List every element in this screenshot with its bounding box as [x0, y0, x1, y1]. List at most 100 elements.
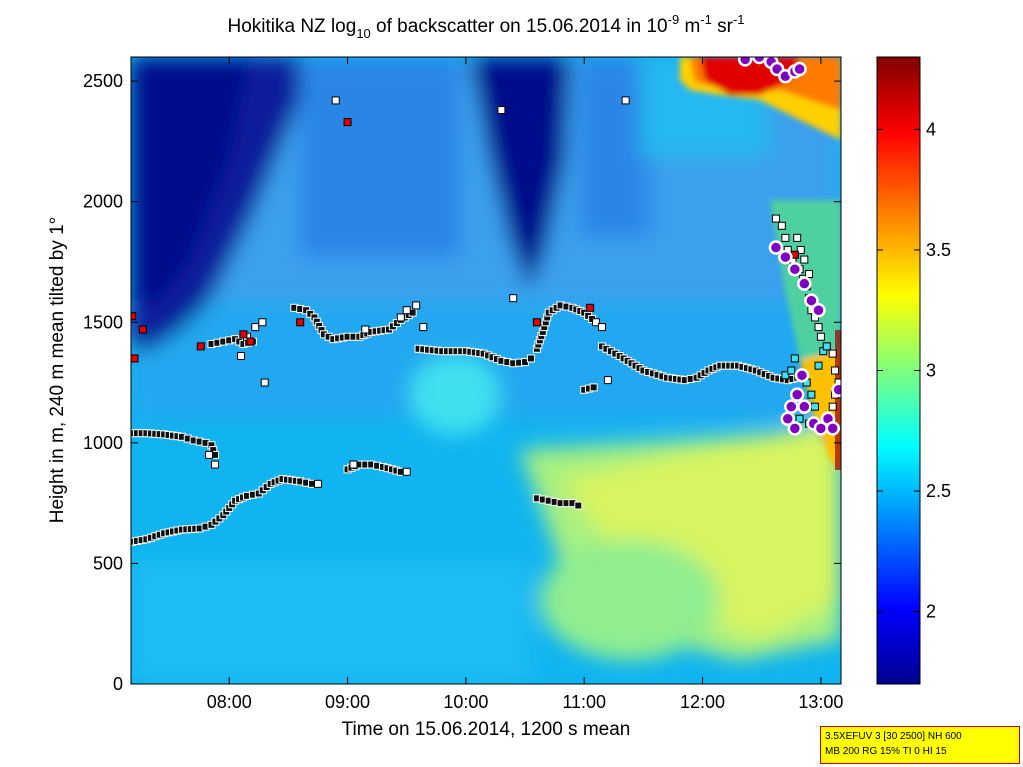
x-tick-label: 08:00: [207, 692, 252, 712]
marker-white: [260, 378, 269, 387]
marker-purple: [787, 421, 803, 436]
info-box: 3.5XEFUV 3 [30 2500] NH 600 MB 200 RG 15…: [820, 726, 1020, 764]
y-axis-label: Height in m, 240 m mean tilted by 1°: [47, 217, 68, 523]
y-tick-label: 2000: [83, 192, 123, 212]
colorbar-tick-label: 3.5: [926, 240, 951, 260]
info-box-line2: MB 200 RG 15% TI 0 HI 15: [825, 746, 947, 757]
marker-white: [313, 479, 322, 488]
y-tick-label: 2500: [83, 71, 123, 91]
marker-red: [131, 312, 137, 321]
marker-layer: [131, 57, 841, 546]
marker-red: [239, 330, 248, 339]
colorbar-tick-label: 2: [926, 602, 936, 622]
marker-purple: [778, 249, 793, 265]
x-axis: 08:00 09:00 10:00 11:00 12:00 13:00: [207, 57, 843, 712]
marker-white: [258, 318, 267, 327]
marker-white: [592, 318, 601, 327]
x-tick-label: 10:00: [443, 692, 488, 712]
info-box-line1: 3.5XEFUV 3 [30 2500] NH 600: [825, 731, 962, 742]
x-tick-label: 13:00: [798, 692, 843, 712]
marker-purple: [794, 368, 810, 383]
marker-red: [196, 342, 205, 351]
marker-purple: [797, 399, 812, 414]
heatmap-field: [131, 57, 841, 684]
marker-white: [331, 96, 340, 105]
marker-red: [532, 318, 541, 327]
y-tick-label: 500: [93, 553, 123, 573]
marker-purple: [737, 57, 753, 67]
x-tick-label: 09:00: [325, 692, 370, 712]
y-tick-label: 0: [113, 674, 123, 694]
colorbar-tick-label: 4: [926, 119, 936, 139]
marker-purple: [780, 411, 795, 426]
marker-white: [781, 233, 790, 242]
marker-red: [138, 325, 147, 334]
marker-white: [349, 460, 358, 469]
y-axis: 0 500 1000 1500 2000 2500: [83, 71, 841, 694]
marker-red: [246, 337, 255, 346]
marker-white: [805, 270, 814, 279]
marker-purple: [784, 399, 799, 414]
x-tick-label: 11:00: [562, 692, 606, 712]
marker-purple: [811, 302, 826, 318]
marker-white: [497, 106, 506, 115]
marker-white: [796, 245, 805, 254]
marker-white: [597, 323, 606, 332]
chart-title: Hokitika NZ log10 of backscatter on 15.0…: [227, 12, 744, 41]
marker-white: [402, 467, 411, 476]
marker-white: [828, 349, 837, 358]
marker-cyan: [795, 414, 804, 423]
marker-purple: [825, 421, 840, 436]
colorbar-tick-label: 3: [926, 361, 936, 381]
marker-purple: [804, 293, 819, 308]
marker-white: [828, 402, 837, 411]
marker-white: [814, 323, 823, 332]
y-tick-label: 1000: [83, 433, 123, 453]
marker-white: [771, 214, 780, 223]
marker-white: [396, 313, 405, 322]
x-axis-label: Time on 15.06.2014, 1200 s mean: [342, 719, 631, 740]
marker-black: [526, 354, 535, 363]
marker-white: [419, 323, 428, 332]
marker-white: [603, 376, 612, 385]
marker-cyan: [814, 361, 823, 370]
colorbar-ticks: 2 2.5 3 3.5 4: [877, 119, 951, 622]
marker-white: [831, 366, 840, 375]
marker-white: [237, 352, 246, 361]
marker-purple: [752, 57, 767, 65]
marker-red: [296, 318, 305, 327]
colorbar: [876, 56, 921, 685]
marker-black: [589, 383, 598, 392]
marker-cyan: [807, 390, 816, 399]
marker-purple: [831, 382, 841, 398]
marker-white: [816, 332, 825, 341]
marker-purple: [787, 261, 803, 277]
marker-white: [800, 255, 809, 264]
marker-white: [412, 301, 421, 310]
marker-cyan: [787, 366, 796, 375]
marker-white: [402, 306, 411, 315]
marker-red: [131, 354, 139, 363]
marker-purple: [797, 276, 812, 291]
marker-red: [343, 118, 352, 127]
marker-cyan: [790, 354, 799, 363]
y-tick-label: 1500: [83, 312, 123, 332]
marker-white: [509, 294, 518, 303]
marker-white: [211, 460, 220, 469]
marker-white: [793, 233, 802, 242]
marker-black: [574, 501, 583, 510]
marker-white: [621, 96, 630, 105]
marker-purple: [768, 240, 784, 255]
marker-white: [251, 323, 260, 332]
marker-cyan: [810, 402, 819, 411]
marker-white: [205, 450, 214, 459]
colorbar-tick-label: 2.5: [926, 481, 951, 501]
marker-purple: [792, 61, 807, 77]
marker-cyan: [822, 342, 831, 351]
marker-white: [361, 325, 370, 334]
marker-purple: [789, 387, 805, 402]
plot-frame: [130, 56, 842, 685]
marker-cyan: [781, 371, 790, 380]
marker-red: [586, 303, 595, 312]
